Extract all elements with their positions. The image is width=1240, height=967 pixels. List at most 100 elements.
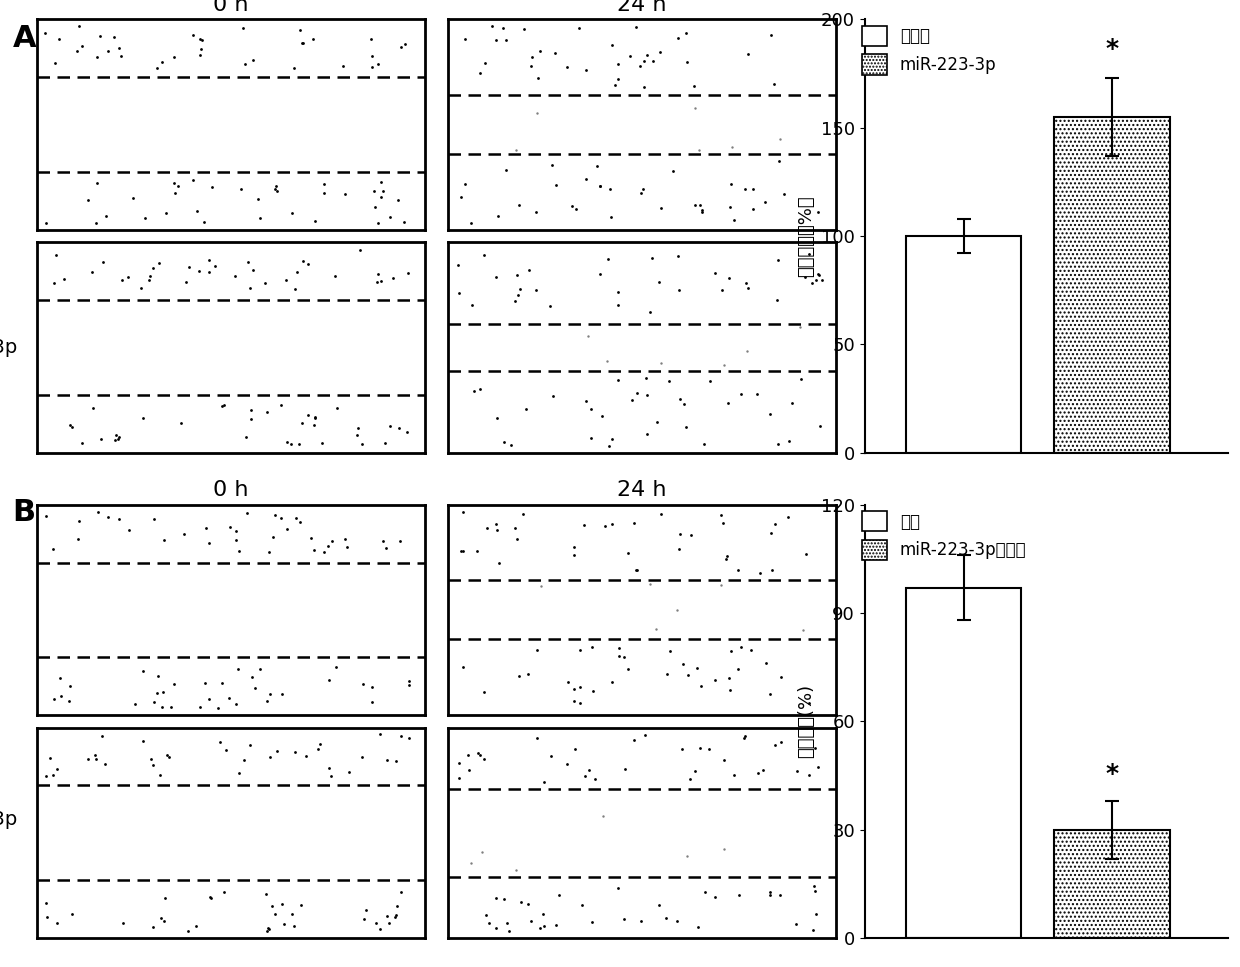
Point [688,920,708,935]
Point [463,297,482,312]
Point [494,892,513,907]
Point [263,898,283,914]
Point [637,426,657,442]
Point [284,918,304,933]
Point [599,438,619,454]
Point [226,523,246,539]
Point [352,749,372,765]
Point [289,436,309,452]
Point [326,659,346,674]
Point [299,256,319,272]
Point [389,421,409,436]
Point [60,418,79,433]
Point [637,388,657,403]
Point [397,424,417,439]
Point [260,749,280,765]
Point [508,287,528,303]
Point [392,39,412,54]
Point [527,642,547,658]
Point [511,281,531,297]
Point [564,742,584,757]
Point [668,31,688,46]
Point [62,419,82,434]
Point [748,387,768,402]
Point [742,643,761,659]
Point [233,20,253,36]
Point [78,751,98,767]
Point [367,275,387,290]
Point [657,666,677,682]
Point [569,20,589,36]
Point [304,542,324,558]
Point [765,516,785,532]
Point [651,506,671,521]
Point [88,504,108,519]
Point [522,49,542,65]
Point [368,267,388,282]
Point [144,511,164,526]
Point [216,742,236,757]
Point [112,273,131,288]
Point [50,670,69,686]
Point [806,906,826,922]
Point [154,685,174,700]
Point [770,888,790,903]
Point [760,884,780,899]
Point [701,373,720,389]
Point [448,257,467,273]
Point [293,36,312,51]
Point [396,37,415,52]
Point [291,897,311,913]
Point [470,66,490,81]
Point [658,373,678,389]
Point [219,690,239,706]
Point [735,276,755,291]
Point [479,916,498,931]
Point [642,250,662,266]
Point [546,45,565,61]
Point [567,202,587,218]
Point [487,522,507,538]
Point [257,886,277,901]
Point [579,763,599,778]
Point [148,686,167,701]
Point [133,734,153,749]
Point [352,677,372,692]
Point [453,504,472,519]
Point [667,601,687,617]
Point [93,254,113,270]
Point [756,656,776,671]
Point [371,189,391,204]
Point [590,266,610,281]
Point [195,676,215,691]
Point [259,544,279,560]
Point [237,506,257,521]
Point [315,186,335,201]
Point [377,752,397,768]
Point [534,918,554,933]
Point [383,270,403,285]
Point [257,404,277,420]
Point [660,643,680,659]
Point [394,215,414,230]
Point [376,435,396,451]
Point [290,513,310,529]
Point [212,398,232,414]
Point [527,730,547,746]
Point [646,622,666,637]
Point [305,409,325,425]
Point [68,513,88,528]
Point [337,540,357,555]
Point [310,736,330,751]
Point [651,44,671,60]
Point [399,731,419,747]
Point [267,179,286,194]
Point [156,206,176,221]
Point [577,63,596,78]
Point [636,370,656,386]
Point [322,534,342,549]
Point [377,909,397,924]
Point [449,755,469,771]
Point [563,198,583,214]
Point [92,431,112,447]
